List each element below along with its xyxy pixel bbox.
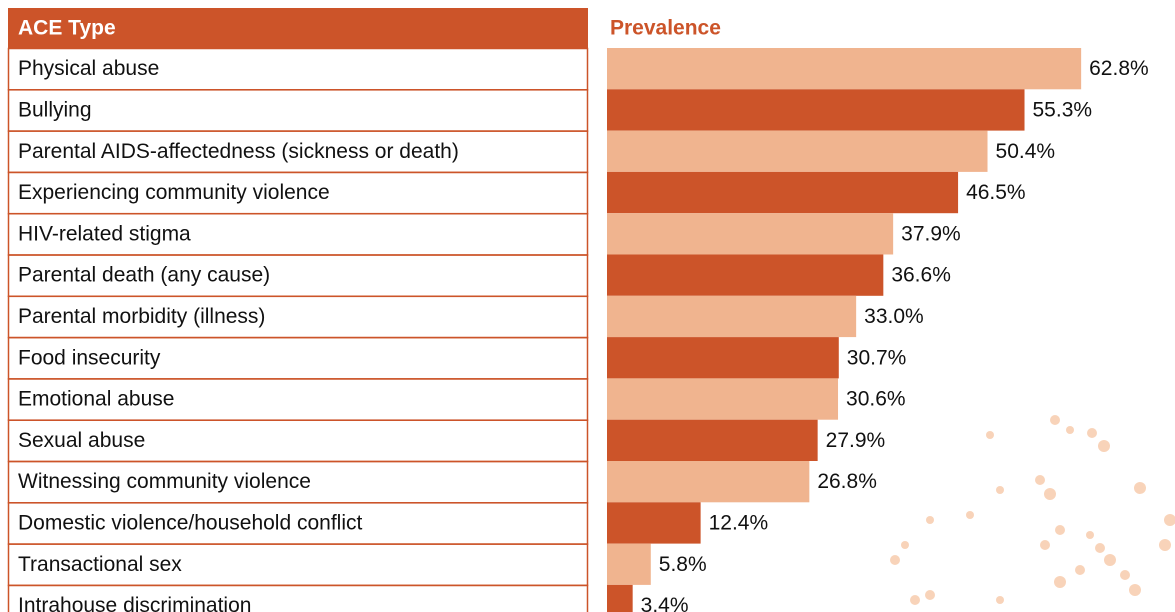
bar	[607, 89, 1025, 130]
value-label: 5.8%	[659, 553, 707, 576]
value-label: 36.6%	[891, 264, 951, 287]
bar	[607, 585, 633, 612]
decoration	[890, 415, 1175, 605]
category-label: Parental AIDS-affectedness (sickness or …	[18, 140, 459, 163]
value-label: 62.8%	[1089, 57, 1149, 80]
bar	[607, 296, 856, 337]
category-label: Witnessing community violence	[18, 470, 311, 493]
column-header: Prevalence	[610, 17, 721, 40]
category-label: Emotional abuse	[18, 388, 174, 411]
value-label: 12.4%	[709, 511, 769, 534]
category-label: Experiencing community violence	[18, 181, 330, 204]
value-label: 50.4%	[996, 140, 1056, 163]
category-label: Intrahouse discrimination	[18, 594, 251, 612]
page: {"chart_data": {"type": "bar", "orientat…	[0, 0, 1175, 612]
value-label: 37.9%	[901, 222, 961, 245]
bar	[607, 544, 651, 585]
category-label: Domestic violence/household conflict	[18, 511, 363, 534]
bar	[607, 255, 883, 296]
table-cell	[9, 90, 588, 131]
bar	[607, 502, 701, 543]
value-label: 26.8%	[817, 470, 877, 493]
category-label: Sexual abuse	[18, 429, 145, 452]
category-label: Bullying	[18, 98, 92, 121]
bar	[607, 213, 893, 254]
value-label: 27.9%	[826, 429, 886, 452]
bar	[607, 461, 809, 502]
category-label: Parental death (any cause)	[18, 264, 270, 287]
category-label: Parental morbidity (illness)	[18, 305, 265, 328]
value-label: 33.0%	[864, 305, 924, 328]
bar	[607, 337, 839, 378]
value-label: 46.5%	[966, 181, 1026, 204]
category-label: Transactional sex	[18, 553, 182, 576]
bar	[607, 48, 1081, 89]
bar	[607, 378, 838, 419]
bar	[607, 172, 958, 213]
value-label: 30.7%	[847, 346, 907, 369]
value-label: 30.6%	[846, 388, 906, 411]
bar	[607, 420, 818, 461]
category-label: Food insecurity	[18, 346, 161, 369]
category-label: HIV-related stigma	[18, 222, 191, 245]
value-label: 55.3%	[1033, 98, 1093, 121]
bar	[607, 131, 988, 172]
chart: ACE Type Prevalence Physical abuse 62.8% B…	[0, 0, 1175, 612]
value-label: 3.4%	[641, 594, 689, 612]
column-header: ACE Type	[18, 17, 116, 40]
category-label: Physical abuse	[18, 57, 159, 80]
